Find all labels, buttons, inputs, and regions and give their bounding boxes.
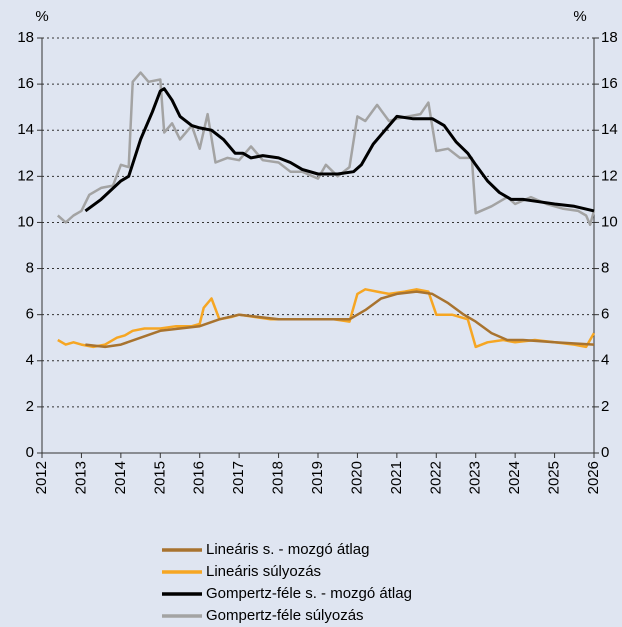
y2-tick-label: 16	[601, 75, 618, 92]
x-tick-label: 2015	[151, 461, 168, 494]
y2-tick-label: 12	[601, 167, 618, 184]
y-tick-label: 10	[17, 213, 34, 230]
legend-label: Gompertz-féle súlyozás	[206, 607, 364, 624]
series-line	[85, 290, 595, 349]
x-tick-label: 2022	[427, 461, 444, 494]
x-tick-label: 2026	[585, 461, 602, 494]
y2-tick-label: 10	[601, 213, 618, 230]
x-tick-label: 2016	[191, 461, 208, 494]
y-tick-label: 14	[17, 121, 34, 138]
x-tick-label: 2013	[72, 461, 89, 494]
y2-tick-label: 4	[601, 352, 609, 369]
y-tick-label: 0	[26, 444, 34, 461]
y2-tick-label: 0	[601, 444, 609, 461]
x-tick-label: 2020	[348, 461, 365, 494]
x-tick-label: 2017	[230, 461, 247, 494]
x-tick-label: 2023	[467, 461, 484, 494]
y-tick-label: 8	[26, 260, 34, 277]
x-tick-label: 2025	[546, 461, 563, 494]
y-tick-label: 16	[17, 75, 34, 92]
x-tick-label: 2021	[388, 461, 405, 494]
legend-label: Lineáris s. - mozgó átlag	[206, 541, 369, 558]
x-tick-label: 2019	[309, 461, 326, 494]
y2-tick-label: 2	[601, 398, 609, 415]
y2-tick-label: 8	[601, 260, 609, 277]
y2-axis-unit: %	[573, 8, 586, 25]
legend-label: Lineáris súlyozás	[206, 563, 321, 580]
y-tick-label: 4	[26, 352, 34, 369]
y-tick-label: 18	[17, 29, 34, 46]
series-line	[56, 71, 596, 226]
y2-tick-label: 14	[601, 121, 618, 138]
y-tick-label: 2	[26, 398, 34, 415]
y-axis-unit: %	[35, 8, 48, 25]
x-tick-label: 2024	[506, 461, 523, 494]
x-tick-label: 2018	[270, 461, 287, 494]
y-tick-label: 6	[26, 306, 34, 323]
legend-label: Gompertz-féle s. - mozgó átlag	[206, 585, 412, 602]
y2-tick-label: 6	[601, 306, 609, 323]
y-tick-label: 12	[17, 167, 34, 184]
x-tick-label: 2012	[33, 461, 50, 494]
y2-tick-label: 18	[601, 29, 618, 46]
x-tick-label: 2014	[112, 461, 129, 494]
series-line	[84, 87, 595, 213]
